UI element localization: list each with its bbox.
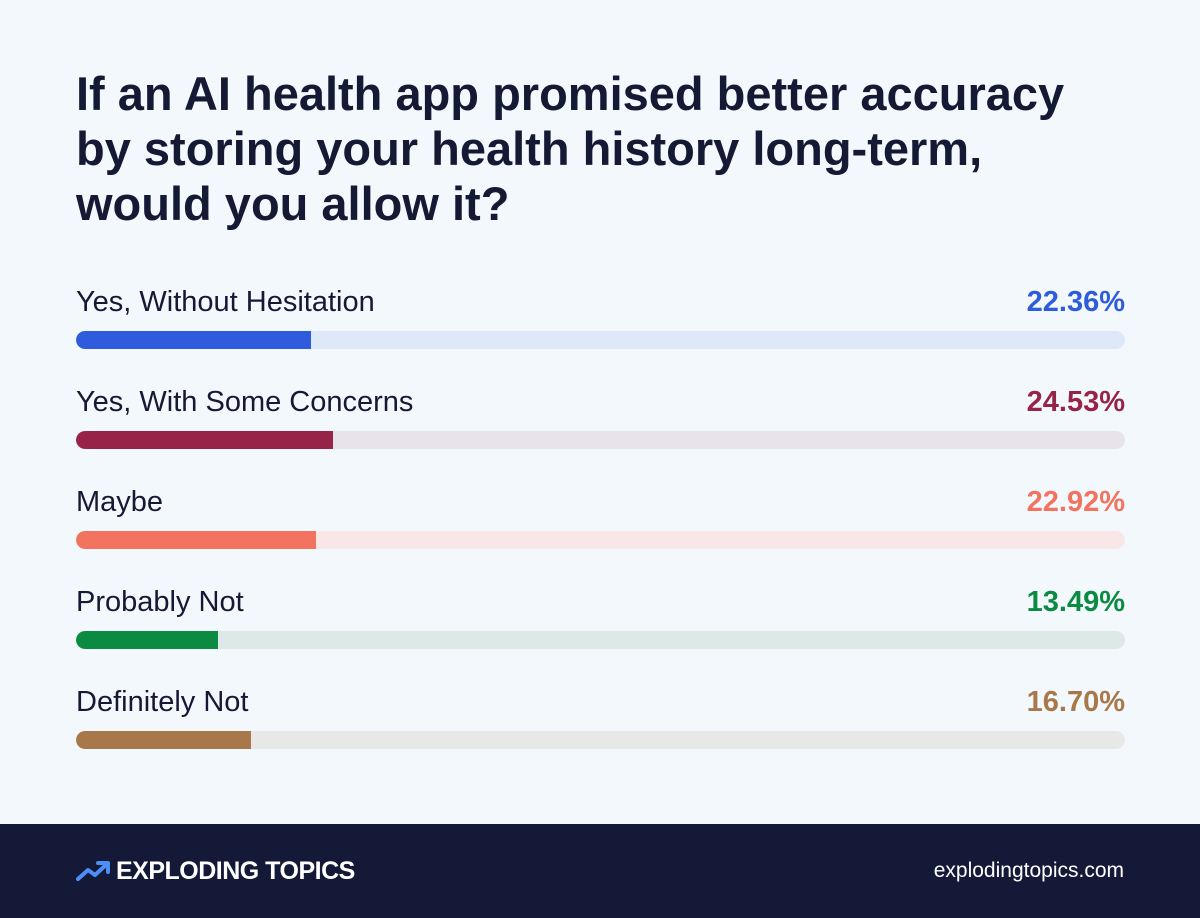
- bar-track: [76, 731, 1125, 749]
- bar-label: Yes, Without Hesitation: [76, 286, 375, 318]
- bar-fill: [76, 431, 333, 449]
- bar-row: Yes, With Some Concerns 24.53%: [76, 380, 1125, 480]
- brand-name: EXPLODING TOPICS: [116, 856, 355, 885]
- bar-label: Definitely Not: [76, 686, 249, 718]
- bar-label: Yes, With Some Concerns: [76, 386, 414, 418]
- bar-fill: [76, 531, 316, 549]
- bar-track: [76, 631, 1125, 649]
- bar-fill: [76, 331, 311, 349]
- bar-label: Probably Not: [76, 586, 244, 618]
- bar-row: Definitely Not 16.70%: [76, 680, 1125, 780]
- brand-logo[interactable]: EXPLODING TOPICS: [76, 856, 355, 886]
- bar-value-label: 24.53%: [1026, 386, 1125, 418]
- chart-area: If an AI health app promised better accu…: [76, 67, 1125, 780]
- bar-track: [76, 331, 1125, 349]
- bar-value-label: 22.92%: [1026, 486, 1125, 518]
- bar-value-label: 13.49%: [1026, 586, 1125, 618]
- footer: EXPLODING TOPICS explodingtopics.com: [0, 824, 1200, 918]
- bar-value-label: 16.70%: [1026, 686, 1125, 718]
- bar-label: Maybe: [76, 486, 164, 518]
- bar-value-label: 22.36%: [1026, 286, 1125, 318]
- bar-chart: Yes, Without Hesitation 22.36% Yes, With…: [76, 280, 1125, 780]
- bar-track: [76, 531, 1125, 549]
- chart-title: If an AI health app promised better accu…: [76, 67, 1065, 230]
- bar-row: Yes, Without Hesitation 22.36%: [76, 280, 1125, 380]
- site-url[interactable]: explodingtopics.com: [933, 859, 1124, 882]
- bar-row: Maybe 22.92%: [76, 480, 1125, 580]
- bar-row: Probably Not 13.49%: [76, 580, 1125, 680]
- bar-fill: [76, 631, 218, 649]
- bar-track: [76, 431, 1125, 449]
- bar-fill: [76, 731, 251, 749]
- trend-arrow-icon: [76, 861, 110, 881]
